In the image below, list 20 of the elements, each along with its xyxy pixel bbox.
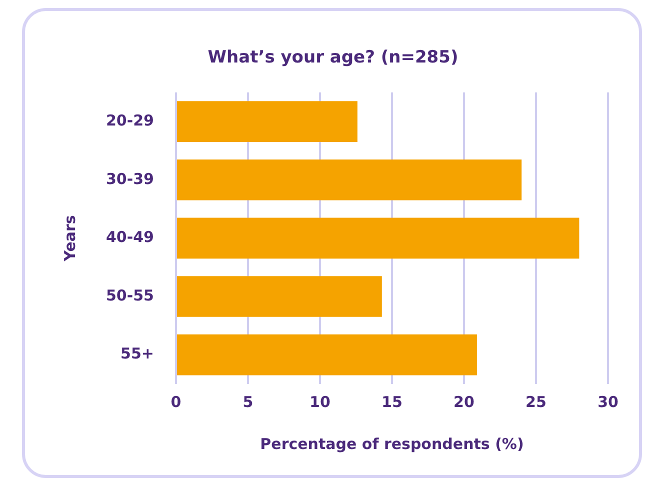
x-tick-label: 30: [598, 392, 618, 411]
y-tick-label: 40-49: [106, 228, 154, 246]
y-tick-label: 30-39: [106, 170, 154, 188]
bar: [176, 101, 358, 142]
y-tick-label: 50-55: [106, 286, 154, 304]
x-tick-label: 25: [526, 392, 546, 411]
y-tick-label: 20-29: [106, 111, 154, 130]
x-tick-label: 5: [242, 392, 254, 411]
y-axis-title: Years: [60, 215, 79, 262]
x-tick-label: 20: [454, 392, 474, 411]
x-tick-label: 15: [382, 392, 402, 411]
y-tick-label: 55+: [120, 344, 154, 363]
bar: [176, 218, 580, 259]
x-tick-label: 10: [310, 392, 330, 411]
bar: [176, 334, 477, 376]
x-axis-title: Percentage of respondents (%): [260, 434, 524, 453]
x-tick-label: 0: [170, 392, 182, 411]
bar: [176, 276, 382, 317]
chart-title: What’s your age? (n=285): [208, 48, 458, 68]
bar: [176, 159, 522, 200]
